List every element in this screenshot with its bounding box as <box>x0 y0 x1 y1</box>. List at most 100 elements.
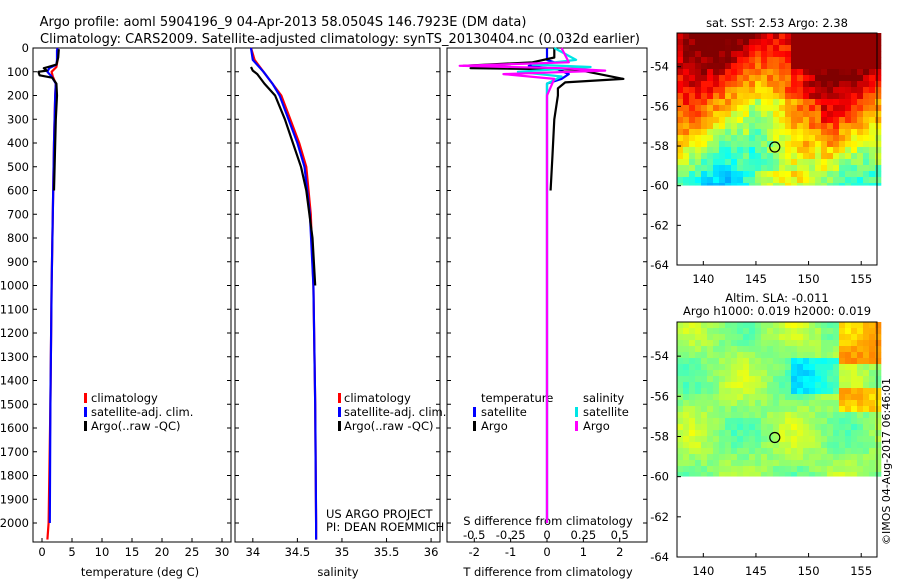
sla-map-cell <box>809 460 816 467</box>
sst-map-cell <box>683 57 690 64</box>
sla-map-cell <box>761 370 768 377</box>
sst-map-cell <box>839 141 846 148</box>
sst-map-cell <box>797 117 804 124</box>
sla-map-cell <box>821 376 828 383</box>
sla-map-cell <box>707 442 714 449</box>
sla-map-cell <box>755 460 762 467</box>
sst-map-cell <box>767 177 774 184</box>
sla-map-cell <box>701 436 708 443</box>
sla-map-cell <box>851 442 858 449</box>
sst-map-cell <box>689 75 696 82</box>
sst-map-cell <box>761 117 768 124</box>
sst-map-cell <box>785 45 792 52</box>
sst-map-cell <box>689 177 696 184</box>
sst-map-cell <box>773 33 780 40</box>
sst-map-cell <box>839 39 846 46</box>
sst-map-cell <box>869 111 876 118</box>
sst-map-cell <box>701 183 708 186</box>
sla-map-cell <box>719 388 726 395</box>
sla-map-cell <box>839 376 846 383</box>
sst-map-cell <box>695 81 702 88</box>
sst-map-cell <box>761 45 768 52</box>
sla-map-cell <box>833 322 840 329</box>
sla-map-cell <box>689 322 696 329</box>
sst-map-cell <box>719 147 726 154</box>
sst-map-cell <box>791 183 798 186</box>
sla-map-cell <box>773 418 780 425</box>
sst-map-cell <box>869 147 876 154</box>
sst-map-cell <box>695 57 702 64</box>
sla-map-cell <box>869 460 876 467</box>
sst-map-cell <box>695 159 702 166</box>
sla-map-cell <box>779 412 786 419</box>
sla-map-cell <box>785 388 792 395</box>
sst-map-cell <box>821 165 828 172</box>
sla-map-cell <box>737 394 744 401</box>
sla-map-cell <box>785 436 792 443</box>
sla-map-cell <box>683 388 690 395</box>
sla-map-cell <box>827 436 834 443</box>
sla-map-cell <box>815 352 822 359</box>
sst-map-cell <box>713 39 720 46</box>
sst-map-cell <box>713 51 720 58</box>
sla-map-cell <box>767 358 774 365</box>
sla-map-cell <box>773 442 780 449</box>
sst-map-cell <box>875 135 882 142</box>
sla-map-cell <box>779 454 786 461</box>
sst-map-cell <box>785 123 792 130</box>
sla-map-cell <box>737 466 744 473</box>
sst-map-cell <box>695 99 702 106</box>
sla-map-cell <box>689 400 696 407</box>
salinity-xlabel: salinity <box>317 565 358 579</box>
sla-map-xtick-label: 145 <box>745 564 767 578</box>
sst-map-cell <box>731 171 738 178</box>
sst-map-cell <box>719 183 726 186</box>
sst-map-cell <box>719 57 726 64</box>
sst-map-cell <box>809 81 816 88</box>
sla-map-cell <box>737 472 744 477</box>
sst-map-cell <box>773 99 780 106</box>
sst-map-cell <box>755 33 762 40</box>
sla-map-cell <box>857 328 864 335</box>
sst-map-cell <box>875 81 882 88</box>
sst-map-cell <box>833 123 840 130</box>
sla-map-cell <box>731 472 738 477</box>
sst-map-cell <box>743 135 750 142</box>
sst-map-cell <box>773 183 780 186</box>
sla-map-cell <box>845 406 852 413</box>
sla-map-cell <box>695 364 702 371</box>
sla-map-cell <box>785 442 792 449</box>
sst-map-cell <box>737 141 744 148</box>
sst-map-cell <box>803 57 810 64</box>
sla-map-cell <box>731 424 738 431</box>
sla-map-cell <box>749 382 756 389</box>
sst-map-cell <box>797 141 804 148</box>
sst-map-cell <box>833 165 840 172</box>
sst-map-cell <box>809 129 816 136</box>
sst-map-cell <box>839 177 846 184</box>
sla-map-cell <box>779 472 786 477</box>
sst-map-cell <box>833 63 840 70</box>
sst-map-cell <box>773 123 780 130</box>
sla-map-cell <box>731 406 738 413</box>
sst-map-cell <box>773 45 780 52</box>
sst-map-cell <box>683 39 690 46</box>
sla-map-cell <box>851 358 858 365</box>
sla-map-cell <box>791 358 798 365</box>
sst-map-cell <box>725 33 732 40</box>
sla-map-cell <box>707 454 714 461</box>
sla-map-xtick-label: 150 <box>798 564 820 578</box>
sst-map-frame <box>676 32 878 266</box>
sla-map-cell <box>713 352 720 359</box>
legend-label-climatology: climatology <box>344 391 411 405</box>
sla-map-cell <box>743 466 750 473</box>
sla-map-cell <box>851 322 858 329</box>
sst-map-cell <box>809 171 816 178</box>
sst-map-cell <box>695 177 702 184</box>
sla-map-cell <box>737 382 744 389</box>
sla-map-cell <box>797 334 804 341</box>
sst-map-cell <box>695 183 702 186</box>
sla-map-cell <box>833 400 840 407</box>
sla-map-cell <box>803 424 810 431</box>
sla-map-cell <box>731 394 738 401</box>
